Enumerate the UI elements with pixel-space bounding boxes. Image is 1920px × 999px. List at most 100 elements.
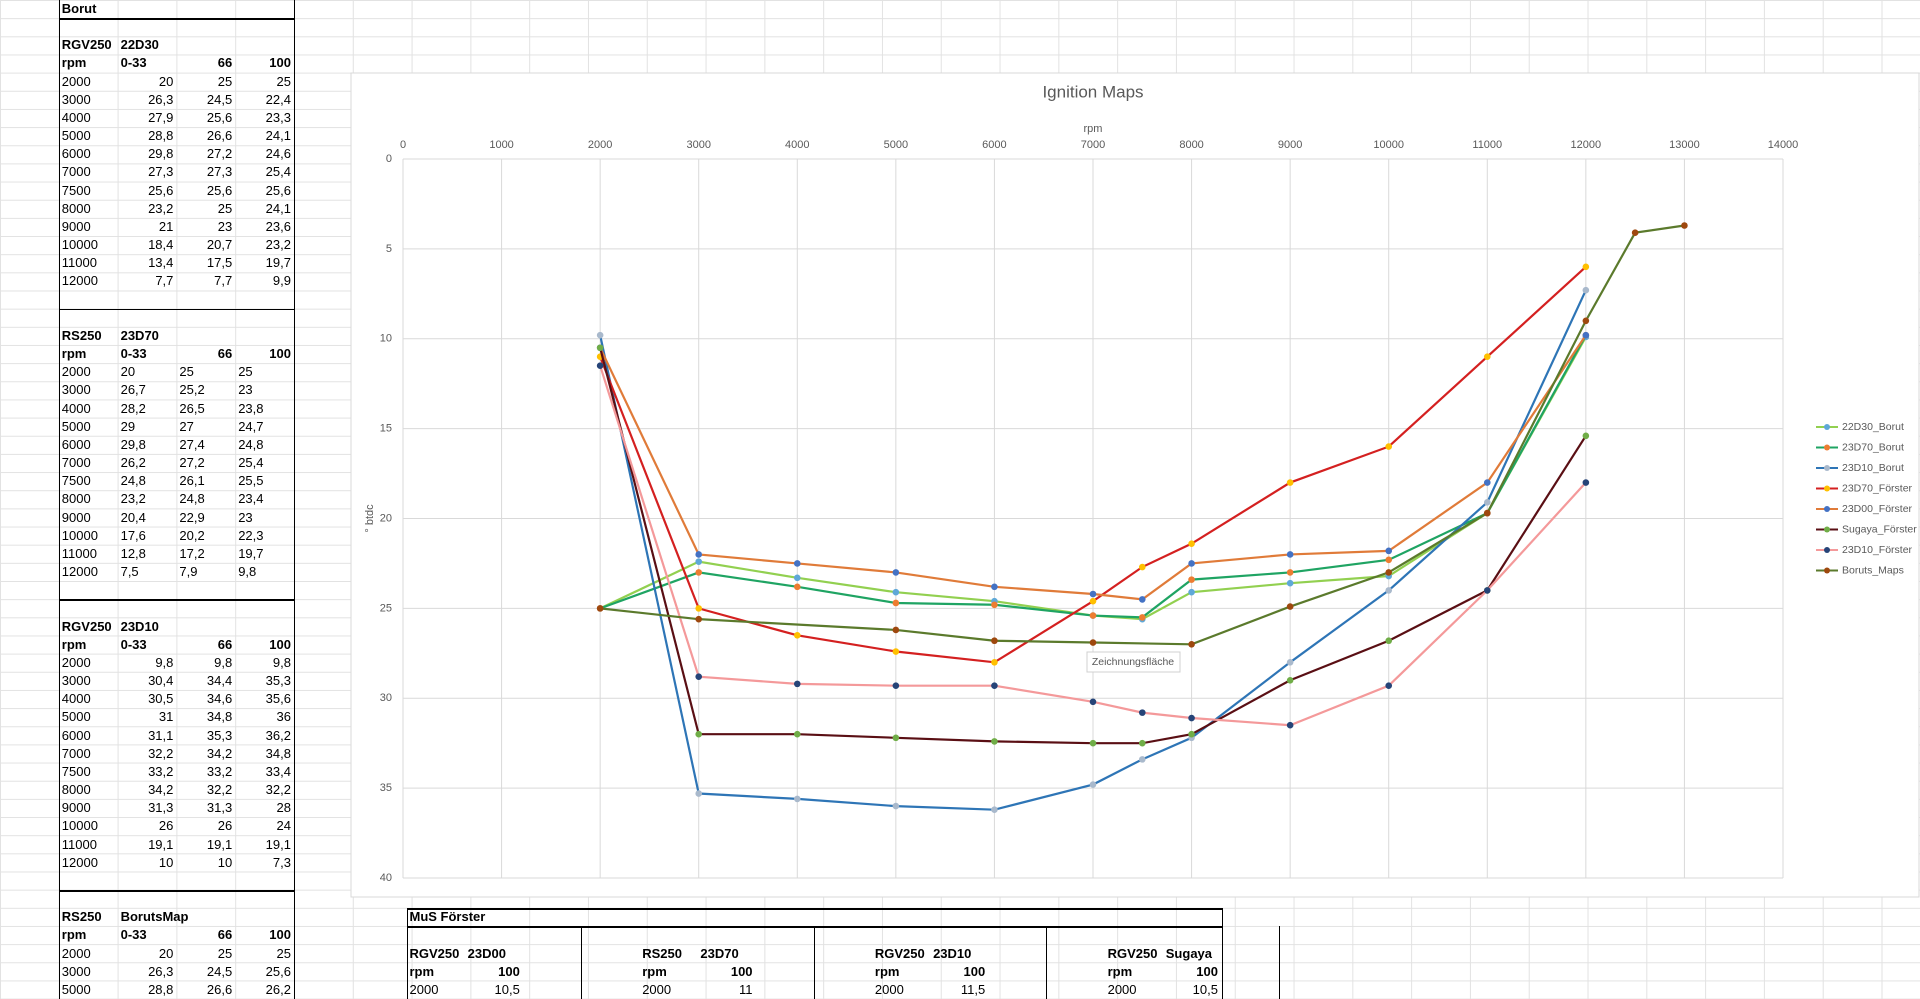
cell: 28,8 — [148, 981, 174, 997]
data-point — [1089, 639, 1097, 646]
cell: 32,2 — [265, 782, 291, 798]
cell: 10 — [158, 854, 174, 870]
annotation-box — [1086, 651, 1181, 673]
cell: 12000 — [61, 854, 98, 870]
cell: 5000 — [61, 709, 91, 725]
data-point — [596, 605, 604, 612]
cell: 22,3 — [238, 527, 264, 543]
cell: 25,6 — [265, 963, 291, 979]
data-point — [1582, 432, 1590, 440]
data-point — [892, 588, 900, 596]
cell: 3000 — [61, 91, 91, 107]
data-point — [695, 605, 703, 612]
cell: 9,8 — [272, 654, 291, 670]
cell: 34,2 — [206, 745, 233, 761]
data-point — [1286, 603, 1294, 610]
cell: 22,9 — [179, 509, 205, 525]
cell: 23,2 — [148, 200, 174, 216]
legend-label: 22D30_Borut — [1842, 421, 1904, 433]
cell: 11,5 — [960, 981, 986, 997]
cell: 25,5 — [238, 473, 264, 489]
data-point — [1089, 590, 1097, 598]
cell: 100 — [498, 963, 520, 979]
y-axis-label: ° btdc — [364, 504, 376, 533]
cell: 66 — [217, 636, 233, 652]
cell: 20 — [158, 73, 174, 89]
data-point — [892, 648, 900, 655]
data-point — [1188, 588, 1195, 596]
data-point — [1188, 540, 1195, 547]
data-point — [695, 730, 703, 738]
data-point — [695, 790, 703, 797]
data-point — [1385, 569, 1393, 576]
border — [406, 908, 1222, 910]
data-point — [1483, 587, 1491, 594]
cell: 21 — [158, 218, 174, 234]
cell: rpm — [1107, 963, 1133, 979]
border — [58, 18, 294, 20]
cell: 100 — [269, 55, 291, 71]
data-point — [695, 558, 703, 565]
cell: 32,2 — [206, 782, 233, 798]
border — [1279, 926, 1281, 999]
cell: 9,8 — [155, 654, 174, 670]
cell: 20 — [158, 945, 174, 961]
cell: 100 — [269, 346, 291, 362]
cell: 23 — [238, 509, 253, 525]
cell: 25,4 — [238, 455, 264, 471]
data-point — [991, 659, 998, 666]
data-point — [1138, 614, 1146, 621]
cell: 34,4 — [206, 673, 233, 689]
cell: 8000 — [61, 200, 91, 216]
cell: Borut — [61, 1, 97, 16]
data-point — [1188, 576, 1195, 583]
border — [58, 599, 294, 601]
legend-marker — [1824, 424, 1830, 430]
cell: 25,6 — [206, 182, 233, 198]
cell: 25,4 — [265, 164, 291, 180]
cell: RGV250 — [409, 945, 460, 961]
cell: 100 — [730, 963, 753, 979]
data-point — [695, 673, 703, 680]
cell: 23 — [238, 382, 253, 398]
cell: 10000 — [61, 818, 98, 834]
cell: 10,5 — [494, 981, 520, 997]
legend-label: 23D70_Borut — [1842, 441, 1904, 453]
cell: 25,6 — [206, 109, 233, 125]
cell: 17,2 — [179, 545, 205, 561]
cell: 36,2 — [265, 727, 291, 743]
cell: 33,4 — [265, 763, 291, 779]
x-tick-label: 7000 — [1081, 139, 1105, 151]
cell: 24,1 — [265, 200, 291, 216]
y-tick-label: 35 — [380, 782, 392, 794]
data-point — [1631, 229, 1639, 236]
cell: 33,2 — [206, 763, 233, 779]
cell: 6000 — [61, 727, 91, 743]
cell: 6000 — [61, 436, 91, 452]
cell: 20,4 — [120, 509, 146, 525]
y-tick-label: 5 — [386, 243, 392, 255]
cell: 31,1 — [148, 727, 174, 743]
border — [813, 926, 815, 999]
y-tick-label: 30 — [380, 692, 392, 704]
data-point — [991, 738, 998, 745]
cell: 27,9 — [148, 109, 174, 125]
data-point — [1582, 479, 1590, 486]
data-point — [991, 583, 998, 591]
cell: 26 — [158, 818, 174, 834]
cell: 29,8 — [120, 436, 146, 452]
x-tick-label: 9000 — [1278, 139, 1302, 151]
cell: 8000 — [61, 782, 91, 798]
data-point — [1138, 756, 1146, 763]
cell: rpm — [61, 55, 87, 71]
cell: 23,8 — [238, 400, 264, 416]
cell: 35,3 — [265, 673, 291, 689]
cell: 17,5 — [206, 255, 233, 271]
legend-marker — [1824, 444, 1830, 451]
x-tick-label: 14000 — [1768, 139, 1799, 151]
cell: 10,5 — [1192, 981, 1218, 997]
data-point — [793, 680, 801, 688]
cell: 25 — [217, 200, 233, 216]
data-point — [1188, 560, 1195, 567]
